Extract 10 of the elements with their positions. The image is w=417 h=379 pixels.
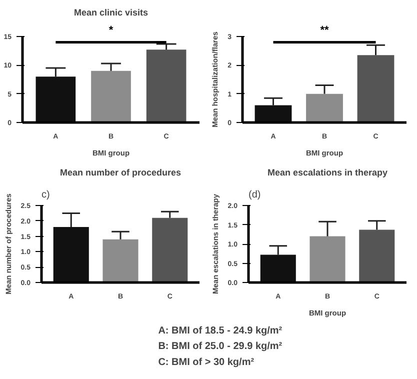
chart-title: Mean clinic visits [74,8,148,18]
text: c) [42,190,50,200]
text: (d) [248,190,261,200]
text: B: BMI of 25.0 - 29.9 kg/m² [158,341,283,352]
ref-line-label: ** [320,24,330,36]
chart-title: Mean escalations in therapy [267,168,388,178]
text: C: BMI of > 30 kg/m² [158,356,255,368]
ref-line-label: * [108,24,114,36]
text: A: BMI of 18.5 - 24.9 kg/m² [158,325,283,336]
chart-title: Mean number of procedures [60,168,182,178]
